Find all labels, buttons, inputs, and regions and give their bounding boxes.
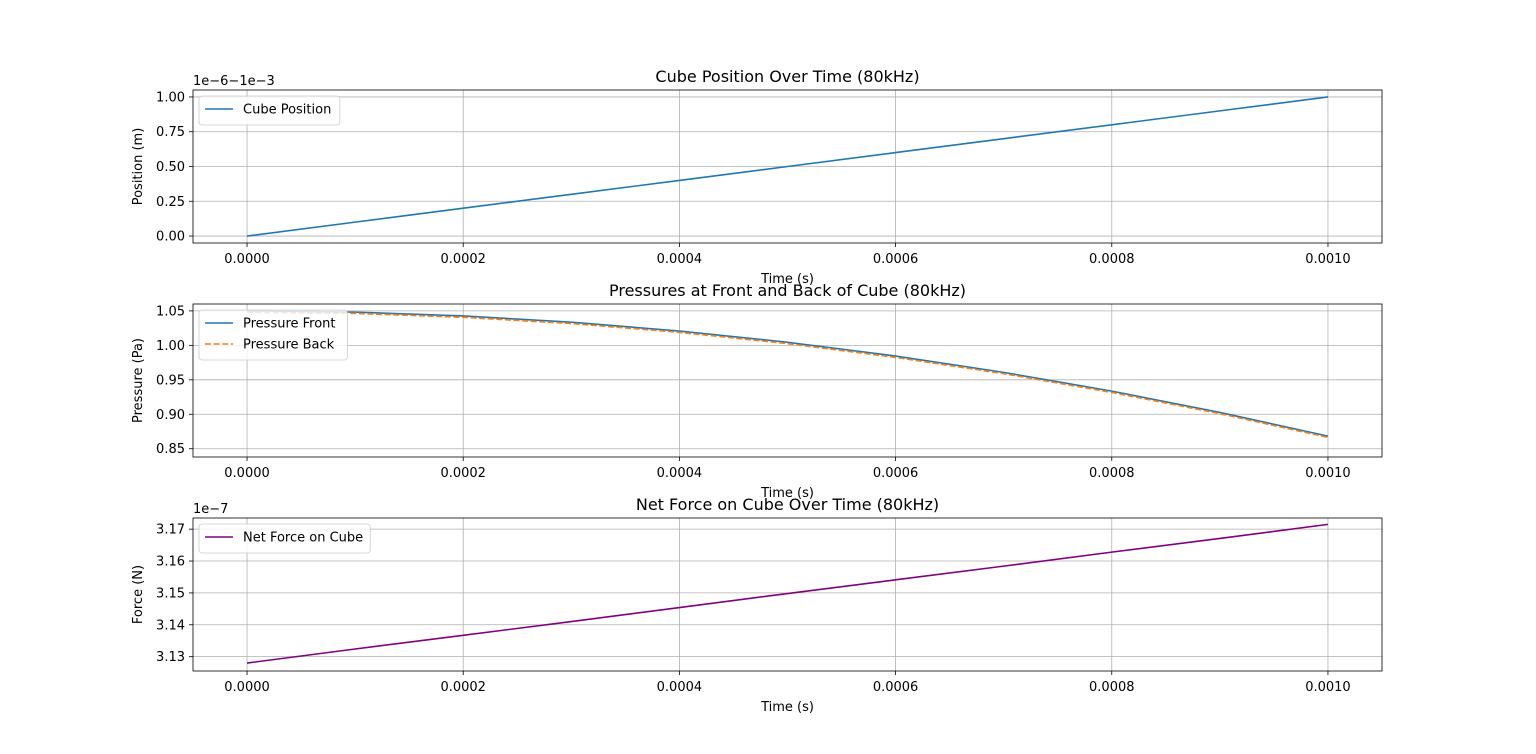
axes-frame — [192, 303, 1383, 458]
subplot-1: 0.0000 0.0002 0.0004 0.0006 0.0008 0.0010 0.00… — [131, 67, 1383, 287]
x-tick-label: 0.0010 — [1305, 252, 1351, 267]
series-line-pressure-back — [247, 311, 1329, 439]
y-tick-label: 0.90 — [156, 408, 185, 423]
legend-box — [198, 523, 371, 554]
y-axis-label: Force (N) — [131, 565, 146, 624]
x-tick-label: 0.0002 — [440, 680, 486, 695]
legend-box — [198, 309, 348, 361]
legend-label: Pressure Back — [243, 338, 335, 353]
x-tick-label: 0.0000 — [224, 252, 270, 267]
series-line-net-force-on-cube — [246, 523, 1329, 664]
y-offset-label: 1e−7 — [193, 502, 228, 517]
x-tick-label: 0.0006 — [873, 466, 919, 481]
x-tick-label: 0.0002 — [440, 252, 486, 267]
y-tick-label: 0.75 — [156, 125, 185, 140]
legend-box — [198, 95, 341, 126]
x-tick-label: 0.0002 — [440, 466, 486, 481]
y-tick-label: 0.25 — [156, 195, 185, 210]
legend-label: Pressure Front — [243, 317, 336, 332]
x-tick-label: 0.0010 — [1305, 466, 1351, 481]
series-line-cube-position — [246, 96, 1329, 237]
legend: Pressure Front Pressure Back — [198, 309, 348, 361]
x-axis-label: Time (s) — [760, 486, 814, 501]
y-tick-label: 1.00 — [156, 90, 185, 105]
y-tick-label: 3.14 — [156, 618, 185, 633]
y-tick-label: 1.05 — [156, 304, 185, 319]
axes-frame — [192, 517, 1383, 672]
x-tick-label: 0.0004 — [657, 252, 703, 267]
subplot-2: 0.0000 0.0002 0.0004 0.0006 0.0008 0.0010 0.85… — [131, 281, 1383, 501]
y-tick-label: 3.16 — [156, 555, 185, 570]
x-tick-label: 0.0000 — [224, 466, 270, 481]
x-axis-label: Time (s) — [760, 700, 814, 715]
x-tick-label: 0.0000 — [224, 680, 270, 695]
series-line-pressure-front — [247, 310, 1329, 437]
legend-label: Cube Position — [243, 103, 331, 118]
y-tick-label: 3.15 — [156, 586, 185, 601]
chart-title: Cube Position Over Time (80kHz) — [655, 67, 919, 86]
legend: Cube Position — [198, 95, 341, 126]
y-offset-label: 1e−6−1e−3 — [193, 74, 275, 89]
subplot-3: 0.0000 0.0002 0.0004 0.0006 0.0008 0.0010 3.13… — [131, 495, 1383, 715]
chart-title: Pressures at Front and Back of Cube (80k… — [609, 281, 966, 300]
y-tick-label: 0.85 — [156, 442, 185, 457]
y-tick-label: 1.00 — [156, 339, 185, 354]
y-axis-label: Pressure (Pa) — [131, 338, 146, 423]
x-tick-label: 0.0004 — [657, 680, 703, 695]
x-tick-label: 0.0008 — [1089, 466, 1135, 481]
x-tick-label: 0.0006 — [873, 252, 919, 267]
legend-label: Net Force on Cube — [243, 531, 363, 546]
y-tick-label: 3.17 — [156, 523, 185, 538]
y-axis-label: Position (m) — [131, 128, 146, 206]
x-tick-label: 0.0008 — [1089, 680, 1135, 695]
y-tick-label: 3.13 — [156, 650, 185, 665]
y-tick-label: 0.00 — [156, 230, 185, 245]
x-tick-label: 0.0004 — [657, 466, 703, 481]
chart-title: Net Force on Cube Over Time (80kHz) — [636, 495, 939, 514]
y-tick-label: 0.50 — [156, 160, 185, 175]
x-axis-label: Time (s) — [760, 272, 814, 287]
legend: Net Force on Cube — [198, 523, 371, 554]
y-tick-label: 0.95 — [156, 373, 185, 388]
x-tick-label: 0.0008 — [1089, 252, 1135, 267]
x-tick-label: 0.0010 — [1305, 680, 1351, 695]
x-tick-label: 0.0006 — [873, 680, 919, 695]
